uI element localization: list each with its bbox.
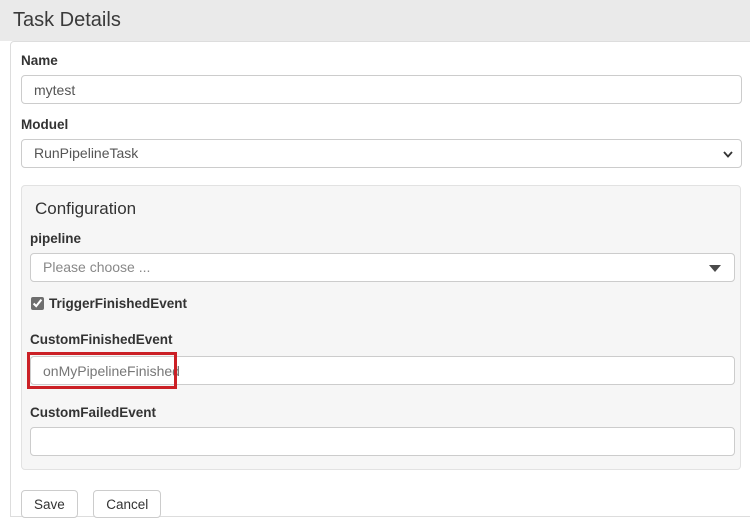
custom-failed-event-group: CustomFailedEvent [30, 405, 740, 456]
custom-finished-event-label: CustomFinishedEvent [30, 332, 173, 347]
trigger-finished-event-label[interactable]: TriggerFinishedEvent [49, 296, 188, 311]
custom-finished-event-group: CustomFinishedEvent [27, 332, 740, 389]
save-button[interactable]: Save [21, 490, 78, 518]
pipeline-select-value: Please choose ... [43, 259, 151, 275]
module-select-value: RunPipelineTask [34, 145, 139, 161]
chevron-down-icon [723, 151, 733, 158]
module-select[interactable]: RunPipelineTask [21, 139, 742, 168]
pipeline-select[interactable]: Please choose ... [30, 253, 735, 282]
caret-down-icon [709, 265, 721, 272]
trigger-finished-event-checkbox[interactable] [31, 297, 44, 310]
page-title: Task Details [13, 9, 121, 31]
configuration-section: Configuration pipeline Please choose ...… [21, 185, 741, 470]
header-band: Task Details [0, 0, 750, 41]
custom-failed-event-input[interactable] [30, 427, 735, 456]
name-input[interactable] [21, 75, 742, 104]
pipeline-label: pipeline [30, 231, 82, 246]
button-row: Save Cancel [21, 490, 750, 518]
module-field-group: Moduel RunPipelineTask [21, 117, 750, 168]
custom-failed-event-label: CustomFailedEvent [30, 405, 157, 420]
trigger-finished-event-row: TriggerFinishedEvent [30, 296, 740, 311]
custom-finished-event-input[interactable] [30, 356, 735, 385]
name-field-group: Name [21, 53, 750, 104]
configuration-title: Configuration [35, 199, 137, 218]
module-label: Moduel [21, 117, 69, 132]
task-details-panel: Name Moduel RunPipelineTask Configuratio… [10, 41, 750, 518]
name-label: Name [21, 53, 58, 68]
pipeline-field-group: pipeline Please choose ... [30, 231, 740, 282]
cancel-button[interactable]: Cancel [93, 490, 162, 518]
